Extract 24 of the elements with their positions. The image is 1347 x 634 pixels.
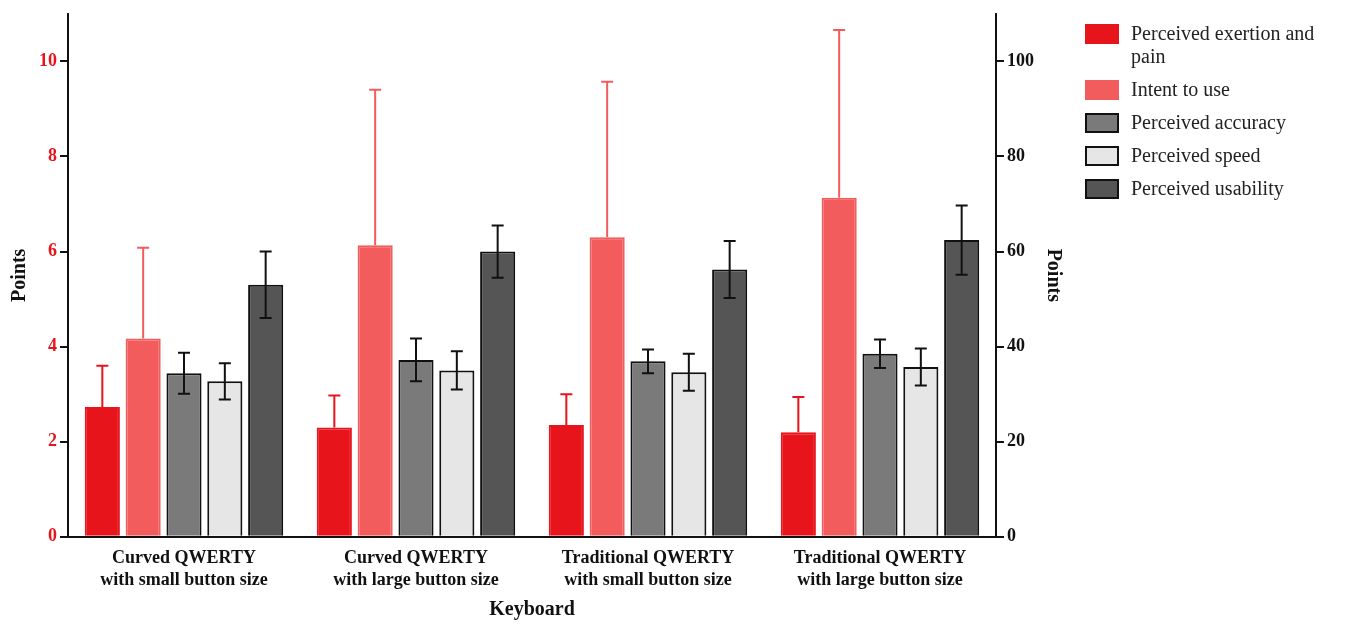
y2-tick-label: 60 <box>1007 240 1025 261</box>
y2-tick-label: 20 <box>1007 430 1025 451</box>
legend-label: Perceived usability <box>1131 177 1284 200</box>
y2-tick-label: 80 <box>1007 145 1025 166</box>
y-tick-label: 6 <box>48 240 57 261</box>
y-tick-label: 0 <box>48 525 57 546</box>
y-tick-label: 2 <box>48 430 57 451</box>
y2-tick-label: 40 <box>1007 335 1025 356</box>
x-tick-label: Curved QWERTY with small button size <box>100 547 268 589</box>
y2-tick-label: 100 <box>1007 50 1034 70</box>
legend-label: Intent to use <box>1131 78 1230 101</box>
x-tick-label: Traditional QWERTY with large button size <box>793 547 967 589</box>
x-axis-title: Keyboard <box>489 597 575 621</box>
legend-label: Perceived exertion and pain <box>1131 22 1316 68</box>
y-tick-label: 4 <box>48 335 57 356</box>
y2-axis-title: Points <box>1043 248 1066 303</box>
y2-tick-label: 0 <box>1007 525 1016 546</box>
x-tick-label: Curved QWERTY with large button size <box>333 547 499 589</box>
y-axis-title: Points <box>7 248 30 302</box>
y-tick-label: 8 <box>48 145 57 166</box>
y-tick-label: 10 <box>39 50 57 70</box>
legend-label: Perceived accuracy <box>1131 111 1286 134</box>
legend-label: Perceived speed <box>1131 144 1261 167</box>
x-tick-label: Traditional QWERTY with small button size <box>561 547 735 589</box>
